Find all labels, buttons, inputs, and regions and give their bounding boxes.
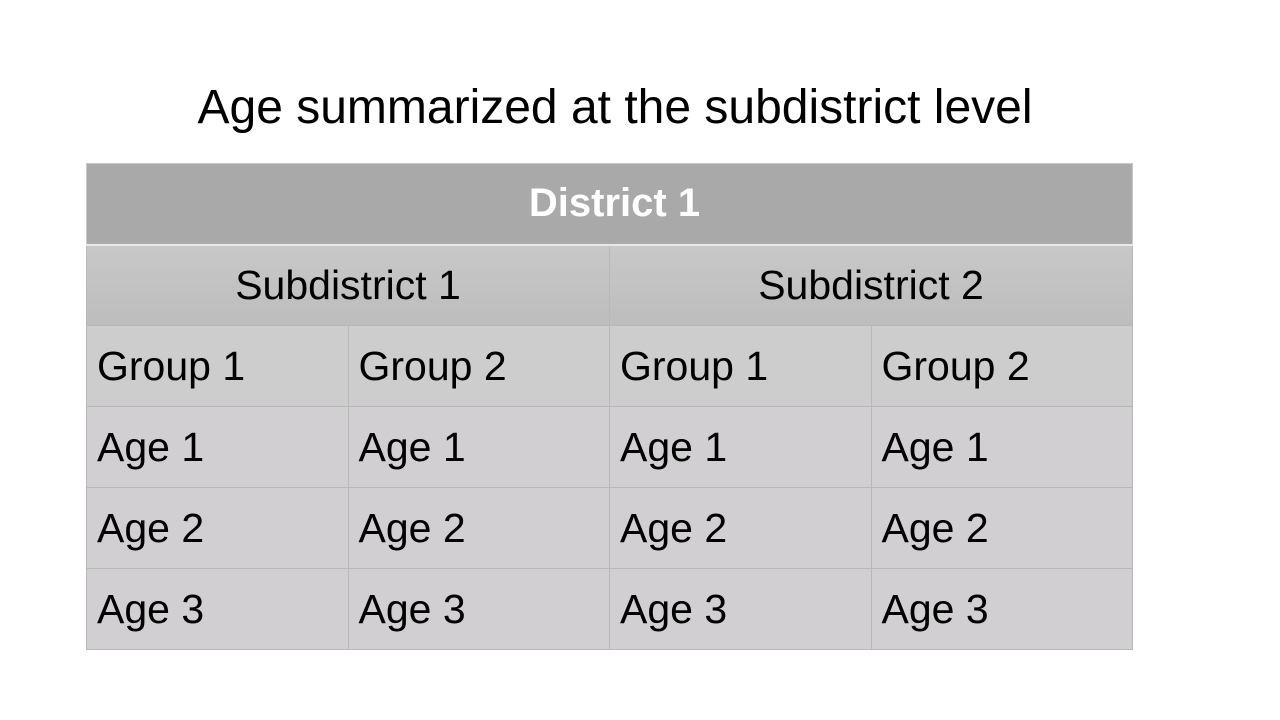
table-cell: Age 1 [86,406,349,488]
table-row: Age 3 Age 3 Age 3 Age 3 [86,568,1133,650]
table-cell: Age 2 [86,487,349,569]
table-cell: Age 2 [870,487,1133,569]
group-header: Group 2 [347,325,610,407]
subdistrict-header: Subdistrict 1 [86,244,610,326]
group-header: Group 1 [86,325,349,407]
slide-title: Age summarized at the subdistrict level [197,81,1033,134]
table-cell: Age 1 [870,406,1133,488]
subdistrict-header-row: Subdistrict 1 Subdistrict 2 [86,244,1133,326]
district-header: District 1 [86,163,1133,246]
subdistrict-header: Subdistrict 2 [609,244,1133,326]
table-cell: Age 3 [86,568,349,650]
table-row: Age 1 Age 1 Age 1 Age 1 [86,406,1133,488]
table-cell: Age 1 [609,406,872,488]
table-row: Age 2 Age 2 Age 2 Age 2 [86,487,1133,569]
table-cell: Age 3 [609,568,872,650]
group-header: Group 1 [609,325,872,407]
table-cell: Age 1 [347,406,610,488]
group-header-row: Group 1 Group 2 Group 1 Group 2 [86,325,1133,407]
table-cell: Age 3 [870,568,1133,650]
group-header: Group 2 [870,325,1133,407]
table-cell: Age 3 [347,568,610,650]
district-header-row: District 1 [86,163,1133,246]
table-cell: Age 2 [347,487,610,569]
table-cell: Age 2 [609,487,872,569]
age-table: District 1 Subdistrict 1 Subdistrict 2 G… [86,163,1133,650]
